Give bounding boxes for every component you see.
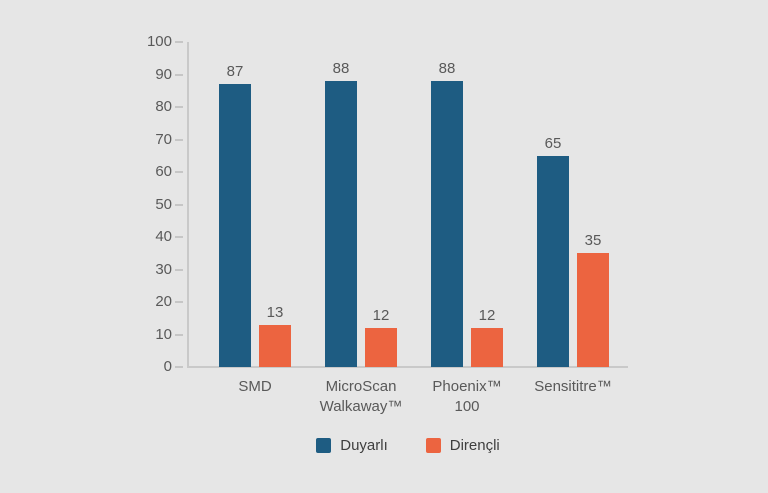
bar-direncli: 13 xyxy=(259,304,291,367)
category-label: Phoenix™ 100 xyxy=(414,377,520,417)
legend: Duyarlı Dirençli xyxy=(188,437,628,454)
category-label-text: SMD xyxy=(238,378,272,395)
category-label: MicroScan Walkaway™ xyxy=(308,377,414,417)
y-tick-label: 70 xyxy=(155,130,172,148)
y-tick-mark xyxy=(175,41,183,43)
y-tick-mark xyxy=(175,333,183,336)
category-label-text: Phoenix™ 100 xyxy=(432,378,502,415)
y-tick-label: 10 xyxy=(155,325,172,343)
category-label-text: Sensititre™ xyxy=(534,378,612,395)
y-tick-label: 60 xyxy=(155,163,172,180)
y-tick-mark xyxy=(175,268,183,271)
legend-swatch xyxy=(316,438,332,453)
y-axis-line xyxy=(187,42,189,368)
y-tick-mark xyxy=(175,203,183,206)
bar-group: 88 12 xyxy=(414,42,520,367)
category-label: Sensititre™ xyxy=(520,377,626,417)
bar-value-label: 35 xyxy=(584,232,602,249)
legend-item: Dirençli xyxy=(425,437,500,454)
y-tick-mark xyxy=(175,138,183,141)
y-tick-mark xyxy=(175,301,183,303)
y-tick-label: 90 xyxy=(155,65,172,83)
bar-value-label: 88 xyxy=(332,60,350,77)
bar-duyarli: 88 xyxy=(431,60,463,367)
x-axis-line xyxy=(187,366,628,368)
legend-swatch xyxy=(425,438,441,453)
legend-item: Duyarlı xyxy=(316,437,388,454)
plot-area: 0 10 20 30 40 50 60 70 80 90 100 87 13 88 12 88 12 65 35 xyxy=(147,33,628,375)
bar-value-label: 65 xyxy=(544,135,562,152)
y-tick-label: 30 xyxy=(155,260,172,278)
legend-label: Duyarlı xyxy=(340,437,388,454)
y-tick-mark xyxy=(175,236,183,238)
bar-duyarli: 88 xyxy=(325,60,357,367)
y-tick-mark xyxy=(175,106,183,108)
y-tick-mark xyxy=(175,73,183,76)
y-tick-label: 40 xyxy=(155,228,172,245)
y-tick-label: 100 xyxy=(146,33,172,50)
bar-group: 87 13 xyxy=(202,42,308,367)
y-tick-label: 50 xyxy=(155,195,172,213)
bar-duyarli: 65 xyxy=(537,135,569,367)
bar-duyarli: 87 xyxy=(219,63,251,367)
bar-value-label: 12 xyxy=(372,307,390,324)
bar-value-label: 87 xyxy=(226,63,244,80)
bar-value-label: 13 xyxy=(266,304,284,321)
y-tick-label: 80 xyxy=(155,98,172,115)
bar-group: 88 12 xyxy=(308,42,414,367)
y-tick-mark xyxy=(175,171,183,173)
bar-direncli: 12 xyxy=(471,307,503,367)
bar-groups: 87 13 88 12 88 12 65 35 xyxy=(188,42,628,367)
category-label-text: MicroScan Walkaway™ xyxy=(319,378,403,415)
bar-direncli: 12 xyxy=(365,307,397,367)
category-label: SMD xyxy=(202,377,308,417)
bar-value-label: 88 xyxy=(438,60,456,77)
bar-value-label: 12 xyxy=(478,307,496,324)
y-tick-label: 0 xyxy=(163,358,172,375)
bar-group: 65 35 xyxy=(520,42,626,367)
legend-label: Dirençli xyxy=(449,437,500,454)
category-labels: SMD MicroScan Walkaway™ Phoenix™ 100 Sensit… xyxy=(188,377,628,417)
y-tick-label: 20 xyxy=(155,293,172,310)
bar-direncli: 35 xyxy=(577,232,609,367)
y-tick-mark xyxy=(175,366,183,368)
